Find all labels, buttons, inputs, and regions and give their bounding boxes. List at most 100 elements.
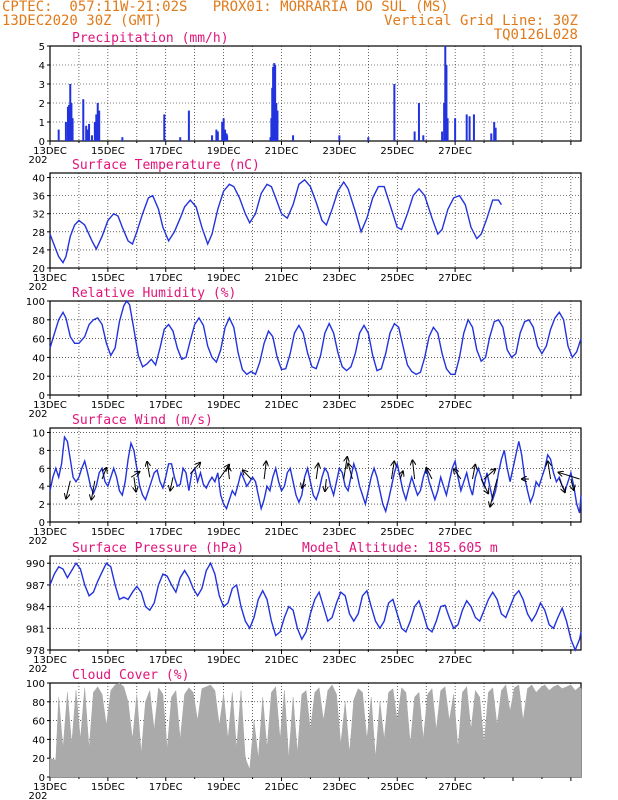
precipitation-y-tick-label: 0 [39, 137, 45, 148]
pressure-x-tick-label: 17DEC [149, 655, 183, 666]
wind-direction-arrow [480, 478, 488, 493]
cloud-cover-x-tick-label: 19DEC [207, 782, 241, 793]
precipitation-bar [493, 122, 496, 141]
precipitation-x-tick-label: 23DEC [323, 146, 357, 157]
wind-x-tick-label: 17DEC [149, 527, 183, 538]
wind-x-tick-label: 13DEC [33, 527, 67, 538]
precipitation-x-tick-label: 17DEC [149, 146, 183, 157]
cloud-cover-y-tick-label: 20 [32, 754, 45, 765]
cloud-cover-x-year-label: 202 [28, 791, 47, 800]
precipitation-bar [444, 46, 447, 141]
temperature-x-tick-label: 23DEC [323, 273, 357, 284]
precipitation-bar [179, 137, 182, 141]
wind-series-line [49, 434, 582, 514]
precipitation-bar [367, 137, 370, 141]
pressure-x-tick-label: 21DEC [265, 655, 299, 666]
pressure-annotation: Model Altitude: 185.605 m [302, 541, 498, 556]
wind-direction-arrow [316, 464, 318, 480]
precipitation-bar [187, 110, 190, 141]
precipitation-x-year-label: 202 [28, 155, 47, 166]
precipitation-bar [98, 110, 101, 141]
wind-y-tick-label: 2 [39, 500, 45, 511]
precipitation-bar [490, 133, 493, 141]
precipitation-bar [163, 114, 166, 141]
wind-direction-arrow [147, 462, 150, 478]
wind-direction-arrow [483, 469, 495, 480]
precipitation-bar [93, 122, 96, 141]
wind-direction-arrow [413, 460, 415, 480]
pressure-y-tick-label: 981 [26, 624, 45, 635]
header-run-date: 13DEC2020 30Z (GMT) [2, 13, 163, 29]
precipitation-bar [222, 118, 225, 141]
precipitation-bar [88, 123, 91, 141]
wind-direction-arrow [454, 469, 462, 480]
temperature-x-tick-label: 13DEC [33, 273, 67, 284]
precipitation-bar [272, 66, 275, 141]
wind-x-tick-label: 27DEC [438, 527, 472, 538]
precipitation-bar [85, 125, 88, 141]
cloud-cover-x-tick-label: 25DEC [380, 782, 414, 793]
precipitation-bar [417, 103, 420, 141]
cloud-cover-x-tick-label: 23DEC [323, 782, 357, 793]
pressure-x-tick-label: 13DEC [33, 655, 67, 666]
precipitation-bar [422, 135, 425, 141]
humidity-y-tick-label: 80 [32, 316, 45, 327]
precipitation-bar [274, 65, 277, 141]
pressure-x-tick-label: 23DEC [323, 655, 357, 666]
wind-x-tick-label: 23DEC [323, 527, 357, 538]
precipitation-bar [64, 122, 67, 141]
precipitation-bar [224, 129, 227, 141]
pressure-x-year-label: 202 [28, 664, 47, 675]
wind-direction-arrow [343, 457, 348, 480]
precipitation-bar [82, 99, 85, 141]
precipitation-bar [90, 135, 93, 141]
wind-direction-arrow [243, 470, 252, 480]
precipitation-title: Precipitation (mm/h) [72, 31, 229, 46]
temperature-x-tick-label: 17DEC [149, 273, 183, 284]
precipitation-y-tick-label: 4 [39, 61, 45, 72]
wind-direction-arrow [325, 478, 326, 491]
precipitation-bar [66, 106, 69, 141]
pressure-x-tick-label: 19DEC [207, 655, 241, 666]
wind-direction-arrow [490, 478, 498, 507]
humidity-x-tick-label: 27DEC [438, 400, 472, 411]
precipitation-y-tick-label: 1 [39, 118, 45, 129]
humidity-y-tick-label: 60 [32, 335, 45, 346]
precipitation-x-tick-label: 13DEC [33, 146, 67, 157]
pressure-y-tick-label: 987 [26, 581, 45, 592]
precipitation-bar [443, 103, 446, 141]
precipitation-bar [393, 84, 396, 141]
precipitation-bar [445, 65, 448, 141]
cloud-cover-x-tick-label: 17DEC [149, 782, 183, 793]
temperature-title: Surface Temperature (nC) [72, 158, 260, 173]
cloud-cover-x-tick-label: 13DEC [33, 782, 67, 793]
precipitation-bar [275, 103, 278, 141]
wind-x-tick-label: 25DEC [380, 527, 414, 538]
temperature-y-tick-label: 40 [32, 174, 45, 185]
precipitation-bar [71, 118, 74, 141]
humidity-x-tick-label: 15DEC [91, 400, 125, 411]
precipitation-bar [468, 116, 471, 141]
wind-y-tick-label: 0 [39, 518, 45, 529]
wind-x-year-label: 202 [28, 536, 47, 547]
wind-direction-arrow [302, 478, 305, 488]
wind-frame [49, 427, 582, 523]
wind-direction-arrow [66, 480, 71, 499]
cloud-cover-y-tick-label: 80 [32, 698, 45, 709]
temperature-y-tick-label: 24 [32, 246, 45, 257]
wind-direction-arrow [426, 468, 433, 480]
precipitation-bar [216, 131, 219, 141]
temperature-x-tick-label: 19DEC [207, 273, 241, 284]
precipitation-bar [86, 129, 89, 141]
precipitation-bar [96, 103, 99, 141]
wind-direction-arrow [571, 478, 574, 490]
precipitation-bar [465, 114, 468, 141]
pressure-series-line [49, 561, 582, 652]
pressure-x-tick-label: 15DEC [91, 655, 125, 666]
precipitation-x-tick-label: 27DEC [438, 146, 472, 157]
cloud-cover-x-tick-label: 15DEC [91, 782, 125, 793]
cloud-cover-x-tick-label: 27DEC [438, 782, 472, 793]
wind-direction-arrow [472, 465, 475, 480]
wind-x-tick-label: 21DEC [265, 527, 299, 538]
